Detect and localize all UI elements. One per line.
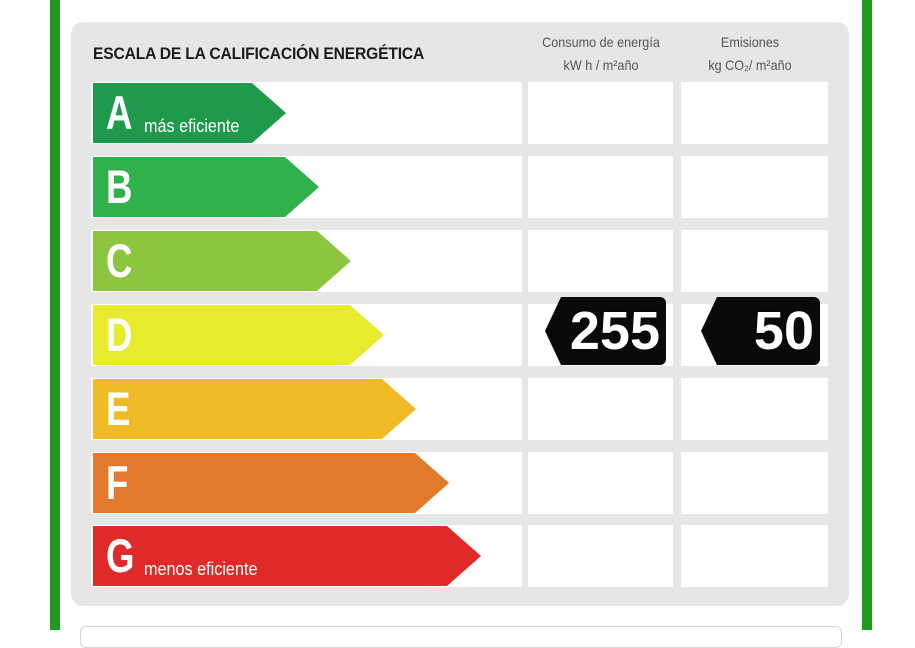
consumo-header-unit: kW h / m²año [563, 57, 639, 73]
emisiones-cell [681, 378, 828, 440]
emisiones-header-line1: Emisiones [720, 34, 780, 50]
rating-row-b: B [0, 156, 915, 218]
scale-title: ESCALA DE LA CALIFICACIÓN ENERGÉTICA [93, 44, 425, 63]
rating-letter: C [106, 234, 133, 287]
emisiones-value: 50 [753, 301, 814, 361]
rating-arrow-c: C [93, 231, 351, 291]
consumo-cell [528, 378, 673, 440]
consumo-cell [528, 452, 673, 514]
next-section-card [80, 626, 842, 648]
rating-letter: B [106, 160, 133, 213]
consumo-value-badge: 255 [545, 297, 666, 365]
rating-letter: F [106, 456, 129, 509]
right-border-line [862, 0, 872, 630]
left-border-line [50, 0, 60, 630]
rating-row-c: C [0, 230, 915, 292]
emisiones-cell [681, 156, 828, 218]
emisiones-value-badge: 50 [701, 297, 820, 365]
consumo-cell [528, 156, 673, 218]
emisiones-cell [681, 525, 828, 587]
emisiones-header-unit: kg CO₂/ m²año [708, 57, 792, 73]
rating-letter: A [106, 86, 133, 139]
rating-row-f: F [0, 452, 915, 514]
rating-sublabel: menos eficiente [144, 559, 258, 579]
rating-letter: D [106, 308, 133, 361]
emisiones-column-header: Emisiones kg CO₂/ m²año [680, 31, 820, 77]
consumo-value: 255 [569, 301, 660, 361]
emisiones-cell [681, 230, 828, 292]
rating-letter: E [106, 382, 131, 435]
rating-sublabel: más eficiente [144, 116, 240, 136]
rating-row-e: E [0, 378, 915, 440]
consumo-cell [528, 525, 673, 587]
consumo-cell [528, 230, 673, 292]
emisiones-cell [681, 82, 828, 144]
rating-arrow-b: B [93, 157, 319, 217]
consumo-header-line1: Consumo de energía [542, 34, 660, 50]
rating-letter: G [106, 529, 135, 582]
consumo-column-header: Consumo de energía kW h / m²año [534, 31, 669, 77]
emisiones-cell [681, 452, 828, 514]
rating-arrow-e: E [93, 379, 416, 439]
rating-arrow-d: D [93, 305, 384, 365]
rating-arrow-f: F [93, 453, 449, 513]
consumo-cell [528, 82, 673, 144]
